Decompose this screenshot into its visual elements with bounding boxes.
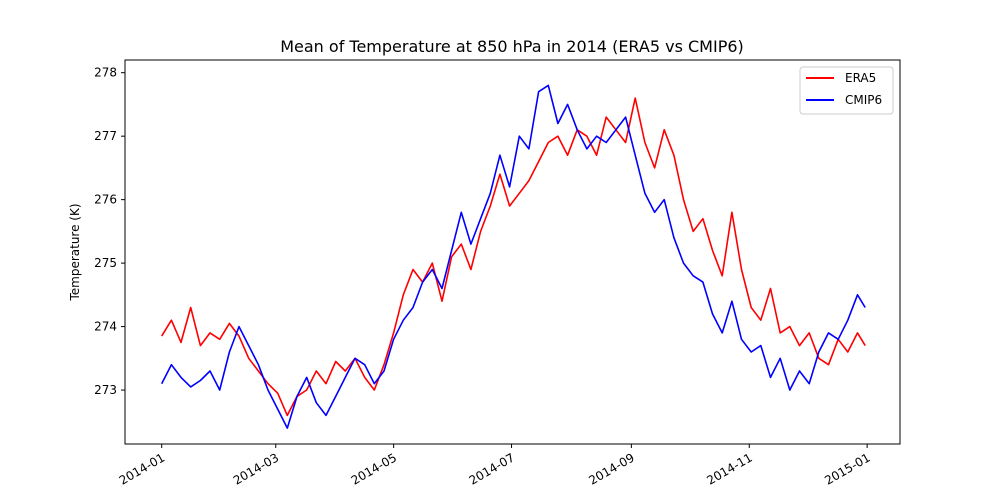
y-tick-label: 277	[94, 129, 117, 143]
x-tick-label: 2014-11	[704, 450, 754, 487]
y-tick-label: 278	[94, 66, 117, 80]
y-axis-label: Temperature (K)	[68, 203, 82, 301]
series-line-era5	[161, 97, 866, 417]
x-tick-label: 2014-07	[467, 450, 517, 487]
legend-label: ERA5	[845, 71, 876, 85]
x-tick-label: 2014-03	[231, 450, 281, 487]
y-tick-label: 273	[94, 383, 117, 397]
x-tick-label: 2014-05	[349, 450, 399, 487]
legend-label: CMIP6	[845, 93, 882, 107]
x-axis: 2014-01 2014-03 2014-05 2014-07 2014-09 2014-…	[117, 444, 873, 488]
chart-title: Mean of Temperature at 850 hPa in 2014 (…	[280, 37, 744, 56]
y-tick-label: 275	[94, 256, 117, 270]
y-axis: 273 274 275 276 277 278	[94, 66, 125, 397]
x-tick-label: 2014-01	[117, 450, 167, 487]
plot-area	[160, 84, 866, 429]
series-line-cmip6	[160, 84, 866, 429]
y-tick-label: 274	[94, 320, 117, 334]
plot-frame	[124, 59, 901, 445]
legend: ERA5 CMIP6	[799, 66, 894, 115]
y-tick-label: 276	[94, 193, 117, 207]
x-tick-label: 2014-09	[586, 450, 636, 487]
x-tick-label: 2015-01	[822, 450, 872, 487]
